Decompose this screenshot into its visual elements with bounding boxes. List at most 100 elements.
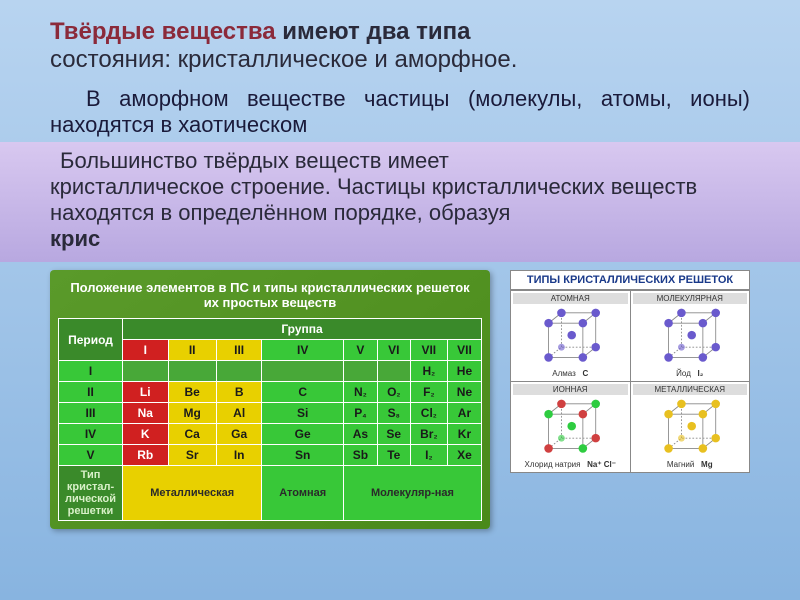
- title-line-1: Твёрдые вещества имеют два типа: [50, 18, 750, 46]
- cell-I-3: [262, 361, 343, 382]
- content-row: Положение элементов в ПС и типы кристалл…: [0, 262, 800, 529]
- cell-V-2: In: [216, 445, 262, 466]
- cell-III-3: Si: [262, 403, 343, 424]
- type-label: Тип кристал-лической решетки: [59, 466, 123, 521]
- pt-title: Положение элементов в ПС и типы кристалл…: [58, 278, 482, 318]
- period-IV: IV: [59, 424, 123, 445]
- cell-IV-2: Ga: [216, 424, 262, 445]
- lattice-cell-hdr: МЕТАЛЛИЧЕСКАЯ: [633, 384, 748, 395]
- col-IV: IV: [262, 340, 343, 361]
- p2a: Большинство твёрдых веществ имеет: [60, 148, 449, 173]
- lattice-cube-icon: [655, 397, 725, 457]
- cell-V-7: Xe: [447, 445, 481, 466]
- cell-II-1: Be: [168, 382, 216, 403]
- lattice-cell-img: [633, 304, 748, 368]
- col-II: II: [168, 340, 216, 361]
- cell-III-1: Mg: [168, 403, 216, 424]
- cell-I-0: [123, 361, 169, 382]
- lattice-cell-hdr: АТОМНАЯ: [513, 293, 628, 304]
- period-II: II: [59, 382, 123, 403]
- cell-II-2: B: [216, 382, 262, 403]
- lattice-title: ТИПЫ КРИСТАЛЛИЧЕСКИХ РЕШЕТОК: [510, 270, 750, 290]
- lattice-cube-icon: [535, 397, 605, 457]
- pt-col-numbers: IIIIIIIVVVIVIIVII: [59, 340, 482, 361]
- lattice-grid: АТОМНАЯ Алмаз CМОЛЕКУЛЯРНАЯ: [510, 290, 750, 473]
- cell-IV-3: Ge: [262, 424, 343, 445]
- pt-row-V: VRbSrInSnSbTeI₂Xe: [59, 445, 482, 466]
- title-block: Твёрдые вещества имеют два типа состояни…: [0, 0, 800, 82]
- cell-III-6: Cl₂: [410, 403, 447, 424]
- lattice-panel: ТИПЫ КРИСТАЛЛИЧЕСКИХ РЕШЕТОК АТОМНАЯ Алм…: [510, 270, 750, 473]
- lattice-cube-icon: [655, 306, 725, 366]
- lattice-cell-1: МОЛЕКУЛЯРНАЯ Йод I₂: [631, 291, 750, 381]
- cell-IV-5: Se: [377, 424, 410, 445]
- cell-I-5: [377, 361, 410, 382]
- cell-IV-4: As: [343, 424, 377, 445]
- cell-V-5: Te: [377, 445, 410, 466]
- cell-V-4: Sb: [343, 445, 377, 466]
- cell-V-1: Sr: [168, 445, 216, 466]
- cell-III-4: P₄: [343, 403, 377, 424]
- cell-II-4: N₂: [343, 382, 377, 403]
- cell-V-6: I₂: [410, 445, 447, 466]
- lattice-cell-cap: Хлорид натрия Na⁺ Cl⁻: [513, 459, 628, 470]
- cell-II-0: Li: [123, 382, 169, 403]
- cell-IV-0: K: [123, 424, 169, 445]
- cell-IV-6: Br₂: [410, 424, 447, 445]
- title-line-2: состояния: кристаллическое и аморфное.: [50, 46, 750, 74]
- col-V: V: [343, 340, 377, 361]
- type-molecular: Молекуляр-ная: [343, 466, 481, 521]
- pt-row-II: IILiBeBCN₂O₂F₂Ne: [59, 382, 482, 403]
- lattice-cube-icon: [535, 306, 605, 366]
- lattice-cell-hdr: ИОННАЯ: [513, 384, 628, 395]
- cell-I-1: [168, 361, 216, 382]
- cell-I-7: He: [447, 361, 481, 382]
- lattice-cell-2: ИОННАЯ Хлорид натрия Na⁺ Cl⁻: [511, 382, 630, 472]
- cell-I-2: [216, 361, 262, 382]
- pt-row-III: IIINaMgAlSiP₄S₈Cl₂Ar: [59, 403, 482, 424]
- cell-II-7: Ne: [447, 382, 481, 403]
- lattice-cell-hdr: МОЛЕКУЛЯРНАЯ: [633, 293, 748, 304]
- cell-II-3: C: [262, 382, 343, 403]
- cell-III-2: Al: [216, 403, 262, 424]
- title-rest: имеют два типа: [276, 18, 471, 45]
- col-III: III: [216, 340, 262, 361]
- lattice-cell-img: [633, 395, 748, 459]
- cell-IV-7: Kr: [447, 424, 481, 445]
- paragraph-1: В аморфном веществе частицы (молекулы, а…: [0, 82, 800, 142]
- pt-header-row: Период Группа: [59, 319, 482, 340]
- col-VII: VII: [447, 340, 481, 361]
- cell-I-4: [343, 361, 377, 382]
- period-header: Период: [59, 319, 123, 361]
- title-highlight: Твёрдые вещества: [50, 18, 276, 45]
- cell-III-0: Na: [123, 403, 169, 424]
- cell-III-7: Ar: [447, 403, 481, 424]
- type-metallic: Металлическая: [123, 466, 262, 521]
- lattice-cell-img: [513, 304, 628, 368]
- type-atomic: Атомная: [262, 466, 343, 521]
- col-VI: VI: [377, 340, 410, 361]
- period-III: III: [59, 403, 123, 424]
- pt-row-I: I H₂He: [59, 361, 482, 382]
- col-VII: VII: [410, 340, 447, 361]
- group-header: Группа: [123, 319, 482, 340]
- lattice-cell-img: [513, 395, 628, 459]
- cell-V-3: Sn: [262, 445, 343, 466]
- pt-type-row: Тип кристал-лической решетки Металлическ…: [59, 466, 482, 521]
- lattice-cell-0: АТОМНАЯ Алмаз C: [511, 291, 630, 381]
- overlay-band: Большинство твёрдых веществ имеет криста…: [0, 142, 800, 262]
- period-V: V: [59, 445, 123, 466]
- cell-I-6: H₂: [410, 361, 447, 382]
- cell-II-6: F₂: [410, 382, 447, 403]
- cell-IV-1: Ca: [168, 424, 216, 445]
- lattice-cell-cap: Йод I₂: [633, 368, 748, 379]
- periodic-table: Период Группа IIIIIIIVVVIVIIVII IH₂HeIIL…: [58, 318, 482, 521]
- period-I: I: [59, 361, 123, 382]
- col-I: I: [123, 340, 169, 361]
- cell-II-5: O₂: [377, 382, 410, 403]
- pt-row-IV: IVKCaGaGeAsSeBr₂Kr: [59, 424, 482, 445]
- cell-V-0: Rb: [123, 445, 169, 466]
- p2b: кристаллическое строение. Частицы криста…: [50, 174, 697, 225]
- periodic-table-box: Положение элементов в ПС и типы кристалл…: [50, 270, 490, 529]
- lattice-cell-3: МЕТАЛЛИЧЕСКАЯ Магний Mg: [631, 382, 750, 472]
